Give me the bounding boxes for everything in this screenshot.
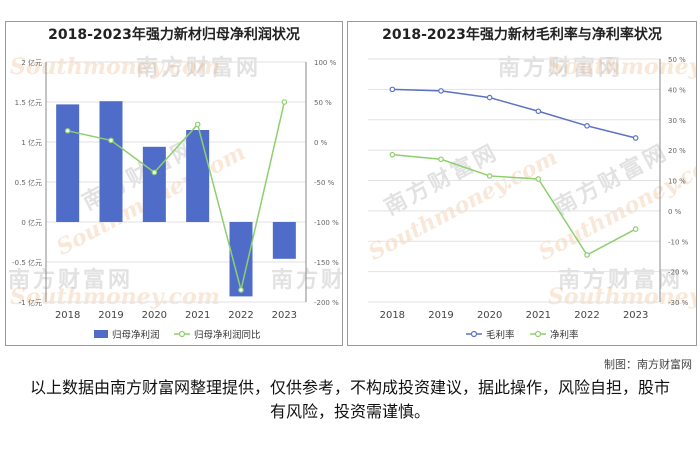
y-right-tick-label: 0 % — [314, 139, 328, 147]
bar-2021 — [186, 130, 210, 222]
y-right-tick-label: -20 % — [668, 269, 689, 277]
x-tick-label: 2021 — [526, 310, 551, 321]
y-right-tick-label: -100 % — [314, 219, 339, 227]
series-1-point-2022 — [584, 252, 590, 258]
legend-label-1: 净利率 — [550, 329, 579, 341]
x-tick-label: 2023 — [623, 310, 648, 321]
legend-line-marker — [178, 330, 186, 338]
y-right-tick-label: 100 % — [314, 59, 337, 67]
x-tick-label: 2018 — [380, 310, 405, 321]
series-0-point-2019 — [438, 88, 444, 94]
x-tick-label: 2019 — [98, 310, 123, 321]
y-left-tick-label: 2 亿元 — [21, 58, 42, 67]
x-tick-label: 2023 — [272, 310, 297, 321]
y-right-tick-label: 50 % — [314, 99, 332, 107]
series-1-point-2021 — [535, 176, 542, 182]
series-0-point-2020 — [486, 94, 493, 101]
bar-2019 — [99, 101, 123, 222]
series-1-point-2018 — [389, 151, 396, 158]
yoy-line — [67, 101, 286, 291]
yoy-point-2019 — [108, 137, 114, 144]
y-right-tick-label: 0 % — [668, 208, 682, 216]
y-left-tick-label: 0.5 亿元 — [15, 178, 42, 187]
x-tick-label: 2022 — [574, 310, 599, 321]
y-right-tick-label: -50 % — [314, 179, 335, 187]
x-tick-label: 2020 — [477, 310, 502, 321]
series-0-point-2018 — [389, 86, 396, 93]
x-tick-label: 2020 — [142, 310, 167, 321]
y-left-tick-label: 0 亿元 — [21, 218, 42, 227]
legend-marker-1 — [534, 330, 542, 338]
series-0-point-2023 — [632, 135, 639, 141]
net-profit-chart-title: 2018-2023年强力新材归母净利润状况 — [48, 27, 300, 43]
bar-2023 — [272, 222, 296, 259]
series-line-1 — [392, 153, 637, 256]
series-1-point-2020 — [486, 173, 493, 179]
legend-label-0: 毛利率 — [486, 329, 515, 341]
y-left-tick-label: -0.5 亿元 — [12, 258, 42, 267]
series-line-0 — [392, 88, 636, 139]
x-tick-label: 2022 — [228, 310, 253, 321]
net-profit-chart: -1 亿元 -0.5 亿元 0 亿元 0.5 亿元 1 亿元 1.5 亿元 2 亿元 -200… — [12, 58, 339, 341]
legend-marker-0 — [470, 330, 478, 338]
y-right-tick-label: 30 % — [668, 117, 686, 125]
bar-2018 — [56, 104, 80, 222]
y-left-tick-label: 1 亿元 — [21, 138, 42, 147]
x-tick-label: 2019 — [428, 310, 453, 321]
net-profit-chart-panel: 2018-2023年强力新材归母净利润状况 南方财富网 Southmoney.c… — [5, 21, 343, 346]
series-1-point-2019 — [438, 156, 444, 163]
y-right-tick-label: -200 % — [314, 299, 339, 307]
yoy-point-2023 — [281, 99, 288, 105]
series-1-point-2023 — [632, 226, 639, 232]
bar-2020 — [142, 146, 166, 222]
y-right-tick-label: 40 % — [668, 86, 686, 94]
y-right-tick-label: -10 % — [668, 238, 689, 246]
disclaimer-text: 以上数据由南方财富网整理提供，仅供参考，不构成投资建议，据此操作，风险自担，股市… — [30, 378, 671, 421]
legend-bar-label: 归母净利润 — [112, 329, 160, 341]
y-left-tick-label: 1.5 亿元 — [15, 98, 42, 107]
y-right-tick-label: 50 % — [668, 56, 686, 64]
bar-2022 — [229, 222, 253, 297]
x-tick-label: 2018 — [55, 310, 80, 321]
margin-chart: -30 % -20 % -10 % 0 % 10 % 20 % 30 % 40 % 50 % 20… — [368, 56, 689, 341]
yoy-point-2021 — [194, 121, 201, 128]
credit-text: 制图：南方财富网 — [604, 358, 692, 371]
y-right-tick-label: 10 % — [668, 178, 686, 186]
y-left-tick-label: -1 亿元 — [19, 298, 42, 307]
margin-chart-title: 2018-2023年强力新材毛利率与净利率状况 — [382, 27, 662, 43]
legend-line-label: 归母净利润同比 — [194, 329, 261, 341]
yoy-point-2018 — [64, 128, 71, 134]
yoy-point-2020 — [151, 169, 158, 176]
yoy-point-2022 — [238, 287, 244, 293]
series-0-point-2021 — [535, 108, 542, 115]
x-tick-label: 2021 — [185, 310, 210, 321]
margin-chart-panel: 2018-2023年强力新材毛利率与净利率状况 南方财富网 Southmoney… — [347, 21, 697, 346]
y-right-tick-label: -30 % — [668, 299, 689, 307]
y-right-tick-label: 20 % — [668, 147, 686, 155]
legend-bar-swatch — [94, 330, 108, 338]
y-right-tick-label: -150 % — [314, 259, 339, 267]
series-0-point-2022 — [584, 123, 590, 129]
